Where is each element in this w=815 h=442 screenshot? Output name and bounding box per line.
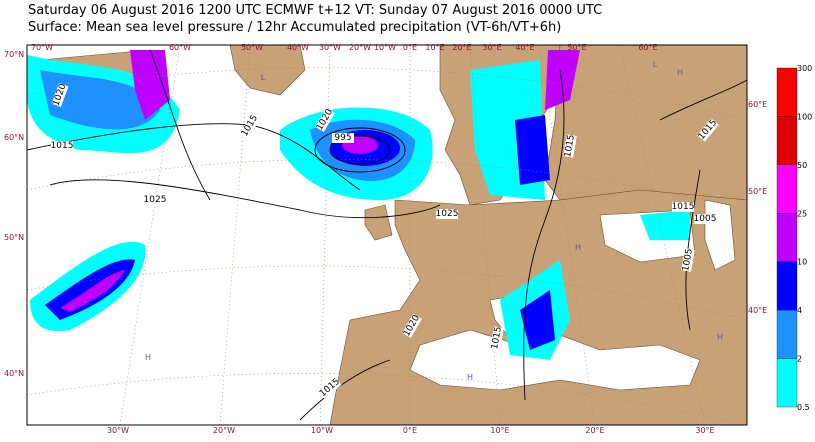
colorbar-label: 10 — [797, 258, 807, 267]
pressure-center: H — [575, 243, 581, 252]
colorbar-label: 0.5 — [797, 403, 810, 412]
top-graticule-label: 40°E — [515, 43, 534, 52]
isobar-label-bg — [681, 248, 695, 272]
top-graticule-label: 30°E — [482, 43, 501, 52]
colorbar-segment — [776, 261, 798, 311]
isobar-label-bg — [240, 113, 260, 139]
isobar-label-bg — [436, 209, 458, 219]
top-graticule-label: 20°E — [452, 43, 471, 52]
map-area — [27, 45, 747, 425]
title-line-2: Surface: Mean sea level pressure / 12hr … — [28, 20, 561, 35]
bottom-graticule-label: 20°E — [585, 426, 604, 435]
isobar-label: 1015 — [490, 326, 504, 350]
colorbar-segment — [776, 164, 798, 214]
isobar-label: 1005 — [694, 214, 717, 224]
top-graticule-label: 60°W — [169, 43, 191, 52]
left-graticule-label: 50°N — [4, 233, 24, 242]
isobar-label: 1025 — [144, 195, 167, 205]
isobar-label-bg — [672, 202, 694, 212]
pressure-center: L — [653, 60, 658, 69]
isobar-label-bg — [402, 313, 422, 339]
isobar-label-bg — [332, 133, 354, 143]
right-graticule-label: 50°E — [748, 187, 767, 196]
colorbar-label: 100 — [797, 112, 812, 121]
bottom-graticule-label: 30°E — [695, 426, 714, 435]
bottom-graticule-label: 20°W — [213, 426, 235, 435]
bottom-graticule-label: 0°E — [403, 426, 417, 435]
isobar-label-bg — [563, 134, 577, 158]
left-graticule-label: 40°N — [4, 369, 24, 378]
colorbar-label: 50 — [797, 161, 807, 170]
title-line-1: Saturday 06 August 2016 1200 UTC ECMWF t… — [28, 3, 602, 18]
top-graticule-label: 70°W — [31, 43, 53, 52]
top-graticule-label: 50°E — [567, 43, 586, 52]
pressure-center: H — [145, 353, 151, 362]
isobar-label-bg — [51, 141, 73, 151]
bottom-graticule-label: 10°W — [311, 426, 333, 435]
isobar-label-bg — [318, 377, 342, 399]
colorbar-label: 300 — [797, 64, 812, 73]
map-frame — [26, 44, 748, 426]
bottom-graticule-label: 30°W — [107, 426, 129, 435]
isobar-label-bg — [144, 195, 166, 205]
colorbar-label: 25 — [797, 209, 807, 218]
top-graticule-label: 30°W — [319, 43, 341, 52]
top-graticule-label: 60°E — [638, 43, 657, 52]
right-graticule-label: 60°E — [748, 100, 767, 109]
isobar-label: 1005 — [681, 248, 695, 272]
isobar-label-bg — [51, 82, 69, 108]
colorbar-segment — [776, 309, 798, 359]
colorbar-segment — [776, 213, 798, 262]
colorbar-label: 2 — [797, 355, 802, 364]
isobar-label: 1015 — [672, 202, 695, 212]
right-graticule-label: 40°E — [748, 306, 767, 315]
bottom-graticule-label: 10°E — [490, 426, 509, 435]
colorbar-segment — [776, 116, 798, 166]
isobar-label-bg — [694, 214, 716, 224]
precipitation — [27, 50, 690, 360]
colorbar-segment — [776, 67, 798, 117]
top-graticule-label: 10°W — [374, 43, 396, 52]
isobar-label: 995 — [334, 133, 351, 143]
colorbar-segment — [776, 358, 798, 408]
top-graticule-label: 20°W — [349, 43, 371, 52]
pressure-center: H — [467, 373, 473, 382]
pressure-center: H — [717, 333, 723, 342]
isobar-label: 1025 — [436, 209, 459, 219]
top-graticule-label: 50°W — [241, 43, 263, 52]
isobar-label-bg — [315, 107, 335, 133]
top-graticule-label: 10°E — [425, 43, 444, 52]
isobar-label: 1015 — [51, 141, 74, 151]
top-graticule-label: 40°W — [287, 43, 309, 52]
isobar-label-bg — [697, 118, 719, 142]
colorbar-label: 4 — [797, 306, 802, 315]
pressure-center: L — [261, 73, 266, 82]
left-graticule-label: 70°N — [4, 50, 24, 59]
isobar-label: 1015 — [563, 134, 577, 158]
isobar-label-bg — [490, 326, 504, 350]
pressure-center: H — [677, 68, 683, 77]
left-graticule-label: 60°N — [4, 133, 24, 142]
top-graticule-label: 0°E — [403, 43, 417, 52]
